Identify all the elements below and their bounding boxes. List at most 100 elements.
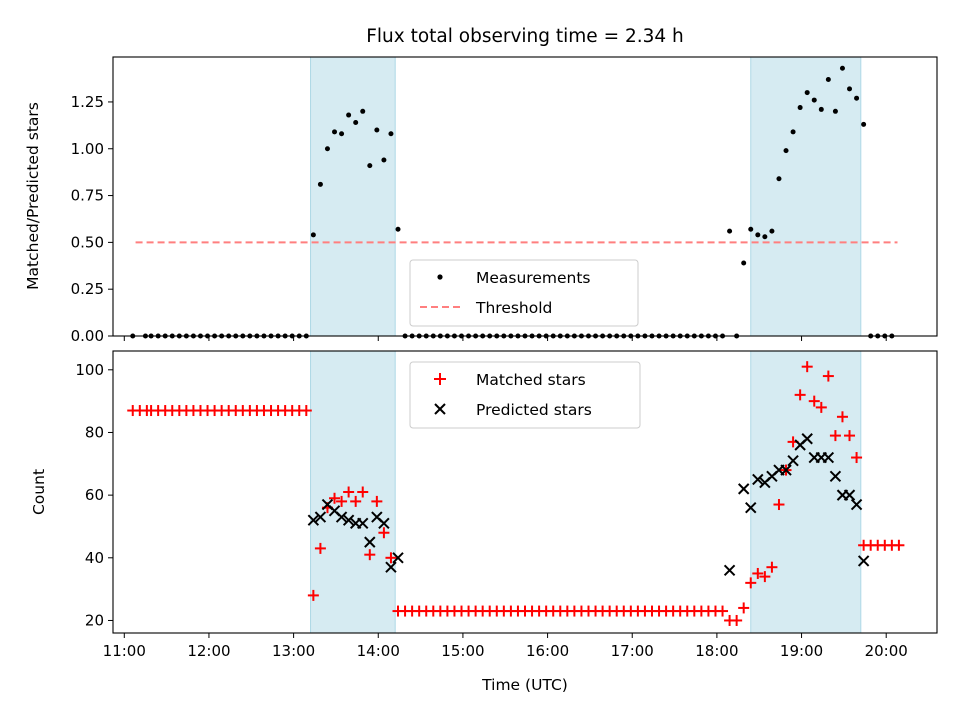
measurement-point (346, 112, 352, 118)
legend-predicted-marker (434, 403, 446, 415)
matched-stars-point (851, 452, 863, 464)
measurement-point (388, 131, 394, 137)
matched-stars-point (385, 552, 397, 564)
matched-stars-point (731, 614, 743, 626)
y-tick-label: 0.75 (71, 187, 104, 205)
matched-stars-point (350, 495, 362, 507)
measurement-point (797, 105, 803, 111)
measurement-point (310, 232, 316, 238)
measurement-point (367, 163, 373, 169)
measurement-point (804, 90, 810, 96)
predicted-stars-point (745, 501, 757, 514)
bottom-legend: Matched stars Predicted stars (409, 361, 641, 429)
x-tick-label: 11:00 (103, 642, 146, 660)
measurement-point (818, 106, 824, 112)
predicted-stars-point (385, 561, 397, 573)
top-chart-title: Flux total observing time = 2.34 h (366, 26, 684, 47)
x-tick-label: 12:00 (187, 642, 230, 660)
measurement-point (839, 65, 845, 71)
y-tick-label: 100 (75, 361, 104, 379)
predicted-stars-point (307, 514, 320, 526)
bottom-legend-box (409, 361, 641, 429)
measurement-point (847, 86, 853, 92)
matched-stars-point (822, 370, 834, 382)
legend-predicted-label: Predicted stars (476, 401, 592, 419)
matched-stars-point (844, 430, 856, 442)
matched-stars-point (801, 361, 813, 373)
legend-threshold-label: Threshold (475, 299, 552, 317)
matched-stars-point (836, 411, 848, 423)
panel-counts: 20 40 60 80 100 11:00 12:00 13:00 14:00 15:00 16:… (30, 350, 938, 694)
matched-stars-point (829, 430, 841, 442)
measurement-point (727, 228, 733, 234)
y-tick-label: 40 (85, 549, 104, 567)
observing-window-2 (750, 57, 861, 336)
y-tick-label: 1.25 (71, 93, 104, 111)
legend-measurements-marker (437, 274, 443, 280)
measurement-point (776, 176, 782, 182)
top-legend: Measurements Threshold (409, 259, 639, 327)
x-tick-label: 14:00 (357, 642, 400, 660)
measurement-point (811, 97, 817, 103)
x-tick-label: 19:00 (780, 642, 823, 660)
y-tick-label: 20 (85, 611, 104, 629)
measurement-point (360, 108, 366, 114)
measurement-point (762, 234, 768, 240)
matched-stars-point (717, 605, 729, 617)
measurement-point (769, 228, 775, 234)
matched-stars-point (343, 486, 355, 498)
matched-stars-point (378, 527, 390, 539)
matched-stars-point (773, 499, 785, 511)
matched-stars-point (745, 577, 757, 589)
predicted-stars-point (801, 433, 813, 445)
measurement-point (783, 148, 789, 154)
observing-window-1 (310, 57, 396, 336)
measurement-point (861, 121, 867, 127)
predicted-stars-point (829, 470, 842, 483)
measurement-point (790, 129, 796, 135)
matched-stars-point (794, 389, 806, 401)
measurement-point (755, 232, 761, 238)
matched-stars-point (329, 492, 341, 504)
predicted-stars-point (335, 511, 348, 523)
x-tick-label: 20:00 (865, 642, 908, 660)
y-tick-label: 0.25 (71, 280, 104, 298)
measurement-point (395, 226, 401, 232)
predicted-stars-point (850, 498, 863, 511)
predicted-stars-point (378, 517, 390, 530)
x-tick-label: 13:00 (272, 642, 315, 660)
matched-stars-point (371, 495, 383, 507)
matched-stars-point (815, 401, 827, 413)
legend-matched-label: Matched stars (476, 371, 586, 389)
measurement-point (825, 76, 831, 82)
predicted-stars-point (314, 511, 327, 523)
matched-stars-point (766, 561, 778, 573)
y-tick-label: 0.50 (71, 233, 104, 251)
measurement-point (317, 181, 323, 187)
matched-stars-point (759, 571, 771, 583)
y-tick-label: 1.00 (71, 140, 104, 158)
matched-stars-point (307, 589, 319, 601)
observing-window-2 (750, 351, 861, 633)
matched-stars-point (893, 539, 905, 551)
y-tick-label: 60 (85, 486, 104, 504)
measurement-point (741, 260, 747, 266)
y-tick-label: 80 (85, 423, 104, 441)
measurement-point (381, 157, 387, 163)
matched-stars-point (300, 405, 312, 417)
predicted-stars-point (857, 555, 870, 567)
x-tick-label: 18:00 (695, 642, 738, 660)
predicted-stars-point (364, 536, 376, 548)
matched-stars-point (364, 549, 376, 561)
measurement-point (374, 127, 380, 133)
predicted-stars-point (723, 564, 736, 577)
bottom-y-axis-label: Count (30, 469, 48, 515)
predicted-stars-point (342, 514, 355, 526)
bottom-axes-frame (112, 350, 938, 634)
predicted-stars-point (392, 552, 404, 564)
matched-stars-point (357, 486, 369, 498)
top-legend-box (409, 259, 639, 327)
legend-measurements-label: Measurements (476, 269, 591, 287)
top-axes-frame (112, 56, 938, 337)
